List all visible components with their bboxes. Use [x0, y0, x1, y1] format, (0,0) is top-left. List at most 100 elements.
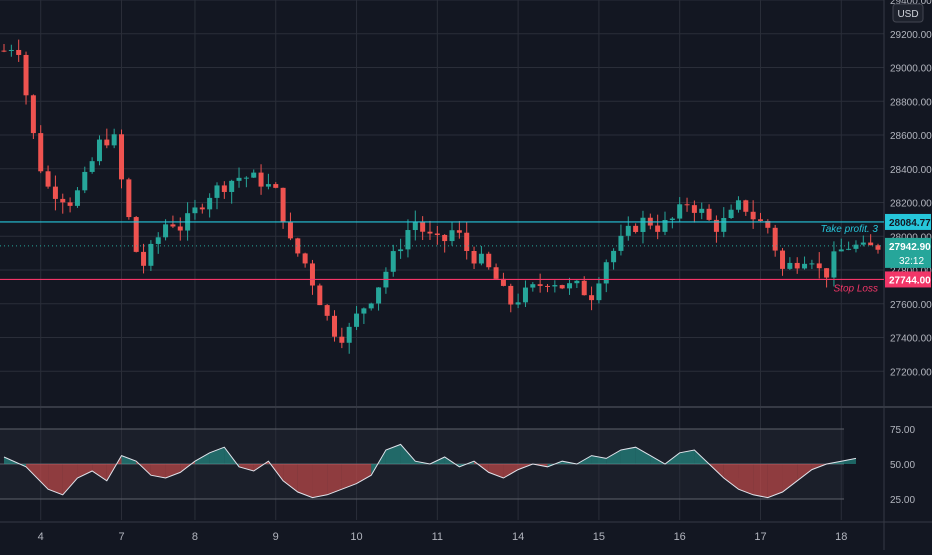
candle-body — [251, 172, 257, 178]
candle-body — [552, 285, 558, 287]
oscillator-area-segment — [48, 464, 63, 495]
oscillator-axis-tick-label: 50.00 — [890, 460, 915, 471]
candle-body — [207, 197, 213, 210]
oscillator-area-segment — [606, 450, 621, 464]
candle-body — [368, 303, 374, 309]
candle-body — [30, 95, 36, 134]
candles-group — [1, 39, 881, 354]
candle-body — [567, 283, 573, 289]
oscillator-area-segment — [106, 455, 122, 481]
candle-body — [831, 251, 837, 278]
time-axis-tick-label: 9 — [273, 531, 279, 543]
oscillator-area-segment — [679, 450, 695, 464]
oscillator-area-segment — [635, 447, 651, 464]
candle-body — [802, 263, 808, 269]
candle-body — [735, 200, 741, 210]
candle-body — [126, 179, 132, 218]
time-axis-tick-label: 14 — [512, 531, 524, 543]
candle-body — [442, 234, 448, 242]
candle-body — [302, 253, 308, 264]
candle-body — [515, 302, 521, 305]
candle-body — [398, 249, 404, 252]
candle-body — [691, 205, 697, 213]
oscillator-area-segment — [723, 464, 739, 490]
candle-body — [38, 133, 44, 172]
oscillator-axis-tick-label: 75.00 — [890, 425, 915, 436]
time-axis-tick-label: 4 — [38, 531, 44, 543]
candle-body — [611, 250, 617, 263]
oscillator-area-segment — [297, 464, 313, 498]
candle-body — [633, 225, 639, 232]
candle-body — [170, 224, 176, 227]
oscillator-area-segment — [194, 452, 210, 464]
candle-body — [89, 161, 95, 172]
time-axis-tick-label: 17 — [754, 531, 766, 543]
candle-body — [60, 198, 66, 203]
candle-body — [522, 287, 528, 303]
oscillator-area-segment — [488, 464, 504, 478]
price-axis-tick-label: 28400.00 — [890, 165, 932, 176]
candle-body — [449, 230, 455, 242]
candle-body — [860, 242, 866, 245]
last-price-text: 27942.90 — [889, 242, 931, 253]
candle-body — [559, 285, 565, 289]
candle-body — [699, 208, 705, 213]
candle-body — [706, 208, 712, 220]
candle-body — [273, 184, 279, 188]
candle-body — [8, 49, 14, 51]
candle-body — [111, 134, 117, 146]
oscillator-area-segment — [341, 464, 357, 490]
price-axis-tick-label: 29000.00 — [890, 64, 932, 75]
candle-body — [339, 336, 345, 343]
candle-body — [618, 235, 624, 251]
oscillator-area-segment — [62, 464, 78, 495]
price-axis-tick-label: 27200.00 — [890, 367, 932, 378]
time-axis-tick-label: 11 — [432, 531, 443, 543]
candle-body — [74, 190, 80, 206]
price-axis-tick-label: 28800.00 — [890, 97, 932, 108]
take-profit-label: Take profit. 3 — [821, 224, 879, 235]
candle-body — [177, 226, 183, 231]
candle-body — [221, 185, 227, 192]
time-axis-tick-label: 15 — [593, 531, 605, 543]
candle-body — [750, 211, 756, 220]
candle-body — [868, 242, 874, 246]
currency-button[interactable] — [892, 3, 924, 23]
time-axis-tick-label: 8 — [192, 531, 198, 543]
oscillator-area-segment — [738, 464, 754, 495]
candle-body — [214, 185, 220, 198]
candle-body — [133, 217, 139, 252]
stop-loss-label: Stop Loss — [834, 283, 878, 294]
candle-body — [772, 227, 778, 251]
oscillator-area-segment — [312, 464, 328, 498]
candle-body — [236, 177, 242, 181]
candle-body — [478, 253, 484, 264]
candle-body — [155, 237, 161, 244]
candle-body — [23, 54, 29, 96]
candle-body — [265, 184, 271, 187]
candle-body — [82, 171, 88, 191]
candle-body — [838, 249, 844, 252]
candle-body — [581, 280, 587, 296]
candle-body — [721, 218, 727, 232]
candle-body — [669, 218, 675, 221]
currency-button-label[interactable]: USD — [897, 9, 918, 20]
oscillator-area-segment — [782, 464, 798, 492]
candle-body — [757, 219, 763, 221]
candle-body — [537, 284, 543, 286]
candle-body — [412, 221, 418, 231]
candle-body — [45, 171, 51, 187]
candle-body — [148, 243, 154, 266]
oscillator-area-segment — [239, 464, 254, 471]
candle-body — [677, 204, 683, 219]
last-price-tag — [885, 237, 931, 268]
candle-body — [324, 305, 330, 316]
price-axis-tick-label: 29200.00 — [890, 30, 932, 41]
take-profit-price-text: 28084.77 — [889, 218, 931, 229]
oscillator-area-segment — [385, 444, 401, 464]
candle-body — [728, 209, 734, 219]
candle-body — [119, 134, 125, 180]
